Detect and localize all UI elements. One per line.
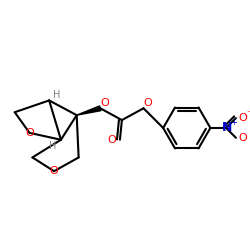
Text: O: O bbox=[101, 98, 110, 108]
Text: H: H bbox=[53, 90, 61, 100]
Text: ⁻: ⁻ bbox=[246, 109, 250, 119]
Text: H: H bbox=[50, 141, 57, 151]
Text: O: O bbox=[238, 113, 247, 123]
Text: O: O bbox=[238, 133, 247, 143]
Text: O: O bbox=[50, 166, 58, 176]
Text: O: O bbox=[25, 128, 34, 138]
Text: +: + bbox=[230, 118, 237, 126]
Text: N: N bbox=[222, 122, 232, 134]
Polygon shape bbox=[77, 106, 101, 115]
Text: O: O bbox=[143, 98, 152, 108]
Text: O: O bbox=[108, 135, 116, 145]
